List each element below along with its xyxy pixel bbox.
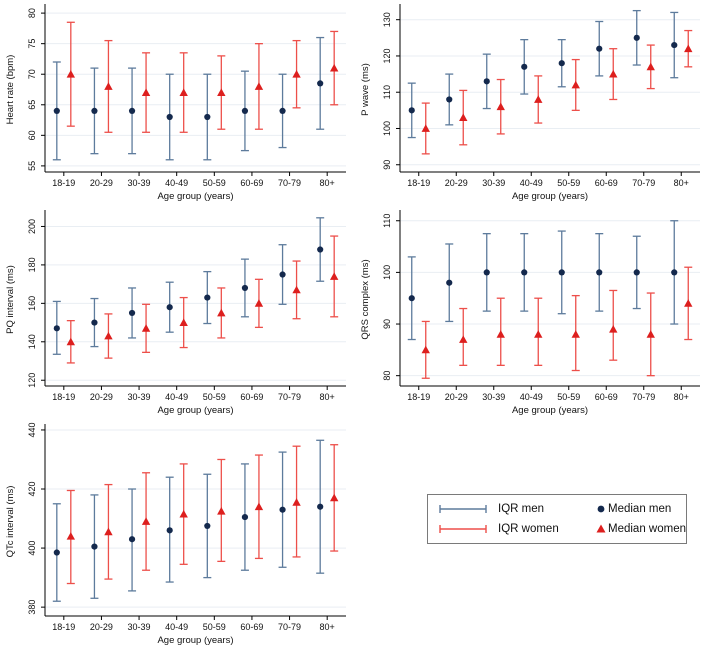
svg-text:120: 120 [382, 48, 392, 63]
svg-text:60-69: 60-69 [240, 622, 263, 632]
svg-text:40-49: 40-49 [165, 392, 188, 402]
svg-text:55: 55 [27, 161, 37, 171]
svg-text:75: 75 [27, 39, 37, 49]
legend-cell: IQR men Median men IQR women Median wome… [355, 420, 709, 650]
panel-p-wave: 90 100 110 120 130 P wave (ms) 18-19 20-29 30-39… [355, 0, 709, 206]
svg-text:180: 180 [27, 257, 37, 272]
svg-text:80+: 80+ [320, 622, 335, 632]
svg-text:60: 60 [27, 130, 37, 140]
svg-text:40-49: 40-49 [520, 178, 543, 188]
legend-label-iqr-women: IQR women [498, 523, 559, 535]
svg-text:Age group (years): Age group (years) [512, 405, 588, 416]
svg-text:20-29: 20-29 [445, 178, 468, 188]
svg-text:PQ interval (ms): PQ interval (ms) [5, 265, 16, 334]
svg-text:80: 80 [27, 8, 37, 18]
svg-text:40-49: 40-49 [165, 622, 188, 632]
svg-text:110: 110 [382, 85, 392, 99]
median-men-swatch-icon [576, 502, 608, 516]
svg-text:70-79: 70-79 [632, 392, 655, 402]
svg-text:20-29: 20-29 [90, 178, 113, 188]
svg-text:100: 100 [382, 121, 392, 136]
svg-text:80+: 80+ [320, 178, 335, 188]
svg-text:Age group (years): Age group (years) [512, 191, 588, 202]
legend-label-iqr-men: IQR men [498, 503, 545, 515]
svg-text:110: 110 [382, 214, 392, 228]
svg-text:18-19: 18-19 [407, 178, 430, 188]
svg-text:40-49: 40-49 [520, 392, 543, 402]
svg-text:130: 130 [382, 12, 392, 27]
svg-text:380: 380 [27, 600, 37, 615]
svg-text:30-39: 30-39 [482, 392, 505, 402]
svg-text:60-69: 60-69 [595, 392, 618, 402]
svg-text:40-49: 40-49 [165, 178, 188, 188]
panel-pq-interval: 120 140 160 180 200 PQ interval (ms) 18-19 20-2… [0, 206, 355, 420]
iqr-men-swatch-icon [438, 502, 498, 516]
svg-text:160: 160 [27, 296, 37, 311]
svg-text:100: 100 [382, 265, 392, 280]
svg-text:Age group (years): Age group (years) [157, 635, 233, 646]
panel-qtc-interval: 380 400 420 440 QTc interval (ms) 18-19 20-29 3… [0, 420, 355, 650]
svg-text:65: 65 [27, 100, 37, 110]
svg-text:30-39: 30-39 [128, 622, 151, 632]
svg-text:P wave (ms): P wave (ms) [360, 63, 371, 116]
legend-box: IQR men Median men IQR women Median wome… [427, 494, 687, 544]
svg-text:20-29: 20-29 [90, 392, 113, 402]
svg-text:70-79: 70-79 [632, 178, 655, 188]
svg-text:440: 440 [27, 422, 37, 437]
svg-text:70: 70 [27, 69, 37, 79]
svg-text:80+: 80+ [674, 392, 689, 402]
svg-text:80: 80 [382, 371, 392, 381]
svg-text:QTc interval (ms): QTc interval (ms) [5, 486, 16, 558]
svg-text:20-29: 20-29 [445, 392, 468, 402]
svg-text:120: 120 [27, 373, 37, 388]
svg-text:Age group (years): Age group (years) [157, 191, 233, 202]
svg-text:70-79: 70-79 [278, 622, 301, 632]
svg-text:70-79: 70-79 [278, 392, 301, 402]
svg-text:30-39: 30-39 [128, 178, 151, 188]
svg-text:30-39: 30-39 [128, 392, 151, 402]
svg-text:QRS complex (ms): QRS complex (ms) [360, 259, 371, 339]
legend-label-median-men: Median men [608, 503, 672, 515]
svg-text:400: 400 [27, 541, 37, 556]
svg-text:30-39: 30-39 [482, 178, 505, 188]
svg-text:140: 140 [27, 334, 37, 349]
svg-text:70-79: 70-79 [278, 178, 301, 188]
svg-text:18-19: 18-19 [52, 622, 75, 632]
svg-text:18-19: 18-19 [52, 178, 75, 188]
svg-text:50-59: 50-59 [203, 178, 226, 188]
svg-text:80+: 80+ [674, 178, 689, 188]
svg-text:20-29: 20-29 [90, 622, 113, 632]
svg-text:60-69: 60-69 [240, 178, 263, 188]
median-women-swatch-icon [576, 522, 608, 536]
svg-text:50-59: 50-59 [203, 392, 226, 402]
svg-text:Heart rate (bpm): Heart rate (bpm) [5, 55, 16, 125]
svg-text:18-19: 18-19 [407, 392, 430, 402]
iqr-women-swatch-icon [438, 522, 498, 536]
legend-label-median-women: Median women [608, 523, 686, 535]
svg-text:90: 90 [382, 319, 392, 329]
svg-text:420: 420 [27, 482, 37, 497]
svg-text:50-59: 50-59 [557, 178, 580, 188]
svg-text:50-59: 50-59 [557, 392, 580, 402]
panel-qrs-complex: 80 90 100 110 QRS complex (ms) 18-19 20-29 30-3… [355, 206, 709, 420]
svg-text:60-69: 60-69 [240, 392, 263, 402]
svg-text:50-59: 50-59 [203, 622, 226, 632]
svg-text:18-19: 18-19 [52, 392, 75, 402]
svg-text:200: 200 [27, 219, 37, 234]
svg-text:80+: 80+ [320, 392, 335, 402]
svg-text:90: 90 [382, 160, 392, 170]
svg-text:Age group (years): Age group (years) [157, 405, 233, 416]
panel-heart-rate: 55 60 65 70 75 80 Heart rate (bpm) 18-19 20-29 30… [0, 0, 355, 206]
svg-text:60-69: 60-69 [595, 178, 618, 188]
